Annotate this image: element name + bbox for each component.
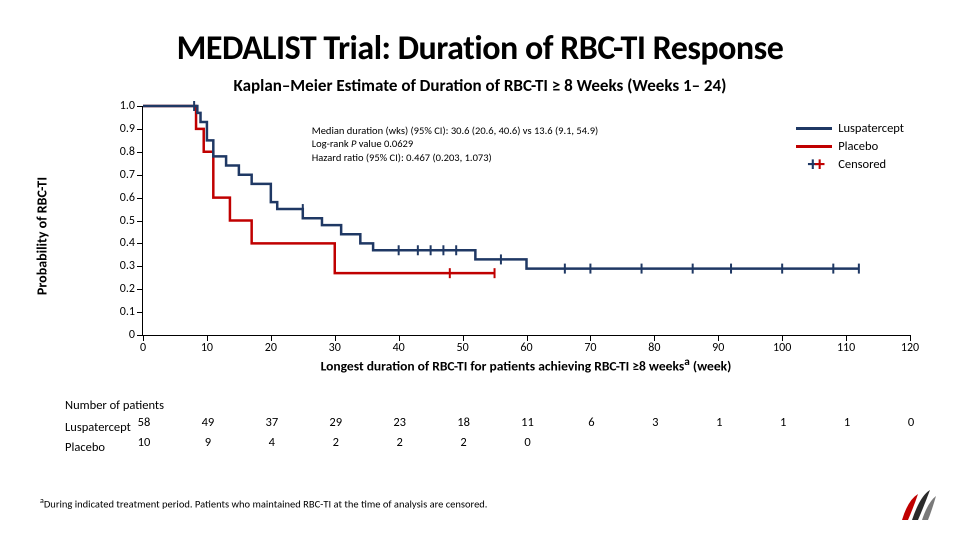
brand-logo-icon [894, 480, 942, 528]
xtick-label: 120 [901, 341, 919, 355]
ytick-label: 0.5 [120, 214, 135, 228]
risk-cell: 11 [521, 415, 534, 430]
risk-row-label: Luspatercept [65, 420, 140, 435]
risk-cell: 2 [333, 435, 339, 450]
plot-area: Median duration (wks) (95% CI): 30.6 (20… [142, 106, 910, 336]
risk-cell: 18 [457, 415, 470, 430]
xtick-label: 70 [584, 341, 596, 355]
risk-cell: 58 [138, 415, 151, 430]
footnote: aDuring indicated treatment period. Pati… [40, 496, 487, 511]
page-title: MEDALIST Trial: Duration of RBC-TI Respo… [40, 28, 920, 69]
legend-line-icon [796, 127, 832, 130]
risk-cell: 3 [652, 415, 658, 430]
risk-cell: 10 [138, 435, 151, 450]
legend: Luspatercept Placebo ++Censored [796, 120, 904, 174]
stats-line3: Hazard ratio (95% CI): 0.467 (0.203, 1.0… [312, 151, 598, 164]
ytick-label: 1.0 [120, 99, 135, 113]
y-axis-label: Probability of RBC-TI [34, 177, 51, 295]
ytick-label: 0.1 [120, 305, 135, 319]
risk-cell: 0 [908, 415, 914, 430]
risk-row: Luspatercept58493729231811631110 [65, 415, 920, 435]
risk-cell: 37 [265, 415, 278, 430]
risk-cell: 1 [844, 415, 850, 430]
risk-cell: 1 [780, 415, 786, 430]
risk-cell: 49 [202, 415, 215, 430]
risk-cell: 9 [205, 435, 211, 450]
xtick-label: 50 [456, 341, 468, 355]
xtick-label: 100 [773, 341, 791, 355]
legend-plus-icon: ++ [796, 154, 832, 175]
stats-annotation: Median duration (wks) (95% CI): 30.6 (20… [312, 124, 598, 163]
ytick-label: 0 [129, 328, 135, 342]
risk-row: Placebo10 9 4 2 2 2 0 [65, 435, 920, 455]
risk-header: Number of patients [65, 398, 920, 413]
legend-censored: ++Censored [796, 156, 904, 174]
km-chart: Probability of RBC-TI Median duration (w… [60, 106, 920, 366]
ytick-label: 0.7 [120, 168, 135, 182]
risk-cell: 6 [588, 415, 594, 430]
risk-cell: 29 [329, 415, 342, 430]
ytick-label: 0.4 [120, 236, 135, 250]
ytick-label: 0.2 [120, 282, 135, 296]
xtick-label: 0 [140, 341, 146, 355]
xtick-label: 60 [520, 341, 532, 355]
ytick-label: 0.8 [120, 145, 135, 159]
risk-cell: 2 [460, 435, 466, 450]
xtick-label: 40 [393, 341, 405, 355]
ytick-label: 0.6 [120, 191, 135, 205]
risk-row-label: Placebo [65, 440, 140, 455]
legend-luspatercept: Luspatercept [796, 120, 904, 138]
xtick-label: 80 [648, 341, 660, 355]
xtick-label: 110 [837, 341, 855, 355]
ytick-label: 0.3 [120, 259, 135, 273]
x-axis-label: Longest duration of RBC-TI for patients … [142, 355, 910, 375]
ytick-label: 0.9 [120, 122, 135, 136]
legend-line-icon [796, 145, 832, 148]
xtick-label: 30 [329, 341, 341, 355]
stats-line1: Median duration (wks) (95% CI): 30.6 (20… [312, 124, 598, 137]
risk-cell: 2 [396, 435, 402, 450]
xtick-label: 20 [265, 341, 277, 355]
risk-cell: 0 [524, 435, 530, 450]
risk-cell: 1 [716, 415, 722, 430]
xtick-label: 90 [712, 341, 724, 355]
at-risk-table: Number of patients Luspatercept584937292… [65, 398, 920, 455]
xtick-label: 10 [201, 341, 213, 355]
chart-subtitle: Kaplan–Meier Estimate of Duration of RBC… [40, 75, 920, 96]
risk-cell: 23 [393, 415, 406, 430]
legend-placebo: Placebo [796, 138, 904, 156]
stats-line2: Log-rank P value 0.0629 [312, 137, 598, 150]
risk-cell: 4 [269, 435, 275, 450]
